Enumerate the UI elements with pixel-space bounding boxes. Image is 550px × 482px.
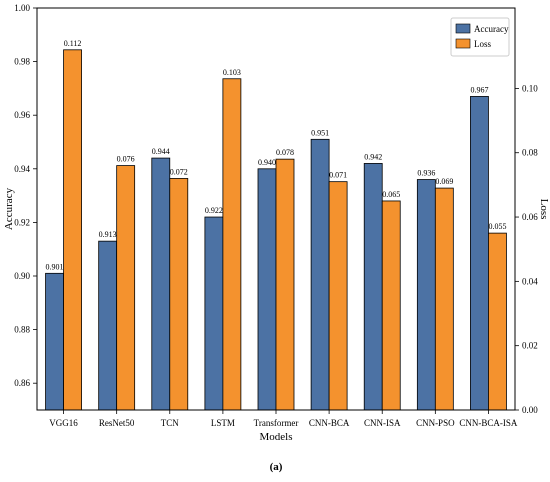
x-tick-label: CNN-ISA: [364, 418, 401, 428]
legend-label-loss: Loss: [474, 39, 492, 49]
bar-loss-tcn: [169, 178, 189, 411]
y2-tick-label: 0.04: [522, 276, 538, 286]
y-tick-label: 0.98: [14, 57, 30, 67]
legend-swatch-accuracy: [455, 23, 471, 34]
x-tick-label: CNN-PSO: [416, 418, 455, 428]
bar-loss-transformer: [275, 158, 295, 411]
x-tick-label: CNN-BCA-ISA: [459, 418, 518, 428]
bar-loss-lstm: [222, 78, 242, 411]
y2-axis-title: Loss: [538, 199, 550, 220]
bar-value-label: 0.942: [364, 152, 382, 161]
bar-accuracy-vgg16: [45, 272, 64, 411]
bar-accuracy-cnn-pso: [416, 179, 436, 411]
bar-value-label: 0.940: [258, 158, 276, 167]
y-tick-label: 0.88: [14, 325, 30, 335]
bar-accuracy-transformer: [257, 168, 277, 411]
right-axis: 0.00 0.02 0.04 0.06 0.08 0.10: [515, 83, 538, 415]
y2-tick-label: 0.08: [522, 148, 538, 158]
legend-swatch-loss: [455, 38, 471, 49]
bar-accuracy-cnn-bca: [310, 138, 330, 411]
bar-value-label: 0.936: [417, 169, 435, 178]
bar-loss-vgg16: [63, 49, 82, 411]
x-tick-label: Transformer: [254, 418, 299, 428]
y-tick-label: 1.00: [14, 3, 30, 13]
y-axis-title: Accuracy: [3, 187, 15, 230]
x-tick-label: ResNet50: [99, 418, 135, 428]
bar-value-label: 0.071: [329, 171, 347, 180]
bar-value-label: 0.112: [64, 39, 82, 48]
x-tick-label: LSTM: [211, 418, 235, 428]
y2-tick-label: 0.10: [522, 83, 538, 93]
x-tick-label: VGG16: [49, 418, 78, 428]
bar-accuracy-resnet50: [98, 240, 118, 411]
bar-value-label: 0.103: [223, 68, 241, 77]
x-tick-label: TCN: [161, 418, 180, 428]
y2-tick-label: 0.00: [522, 405, 538, 415]
legend: Accuracy Loss: [450, 17, 510, 57]
y-tick-label: 0.90: [14, 271, 30, 281]
y-tick-label: 0.96: [14, 110, 30, 120]
x-axis-title: Models: [260, 431, 293, 443]
x-axis: VGG16 ResNet50 TCN LSTM Transformer CNN-BCA CN…: [49, 410, 518, 428]
y-tick-label: 0.94: [14, 164, 30, 174]
bar-value-label: 0.072: [170, 167, 188, 176]
bar-accuracy-lstm: [204, 216, 224, 411]
x-tick-label: CNN-BCA: [309, 418, 350, 428]
legend-label-accuracy: Accuracy: [474, 24, 509, 34]
bar-value-label: 0.069: [435, 177, 453, 186]
bar-value-label: 0.065: [382, 190, 400, 199]
figure-caption: (a): [270, 461, 283, 473]
bar-loss-cnn-isa: [381, 200, 401, 411]
bar-accuracy-cnn-bca-isa: [470, 96, 489, 411]
bar-accuracy-tcn: [151, 157, 171, 411]
bar-value-label: 0.078: [276, 148, 294, 157]
y-tick-label: 0.86: [14, 378, 30, 388]
y2-tick-label: 0.02: [522, 341, 538, 351]
bar-value-label: 0.967: [470, 85, 488, 94]
left-axis: 0.86 0.88 0.90 0.92 0.94 0.96 0.98 1.00: [14, 3, 37, 388]
bar-labels-layer: 0.901 0.112 0.913 0.076 0.944 0.072 0.922 0.103…: [46, 39, 507, 272]
bar-loss-cnn-bca: [328, 181, 348, 411]
bar-value-label: 0.055: [488, 222, 506, 231]
bar-loss-cnn-bca-isa: [488, 232, 507, 411]
bar-value-label: 0.944: [152, 147, 170, 156]
bar-value-label: 0.901: [46, 262, 64, 271]
bar-value-label: 0.922: [205, 206, 223, 215]
bar-value-label: 0.076: [117, 155, 135, 164]
bar-loss-cnn-pso: [434, 187, 454, 411]
bar-value-label: 0.913: [99, 230, 117, 239]
bars-layer: [45, 49, 507, 411]
bar-loss-resnet50: [116, 165, 136, 411]
y-tick-label: 0.92: [14, 217, 30, 227]
bar-accuracy-cnn-isa: [363, 163, 383, 411]
bar-value-label: 0.951: [311, 128, 329, 137]
y2-tick-label: 0.06: [522, 212, 538, 222]
